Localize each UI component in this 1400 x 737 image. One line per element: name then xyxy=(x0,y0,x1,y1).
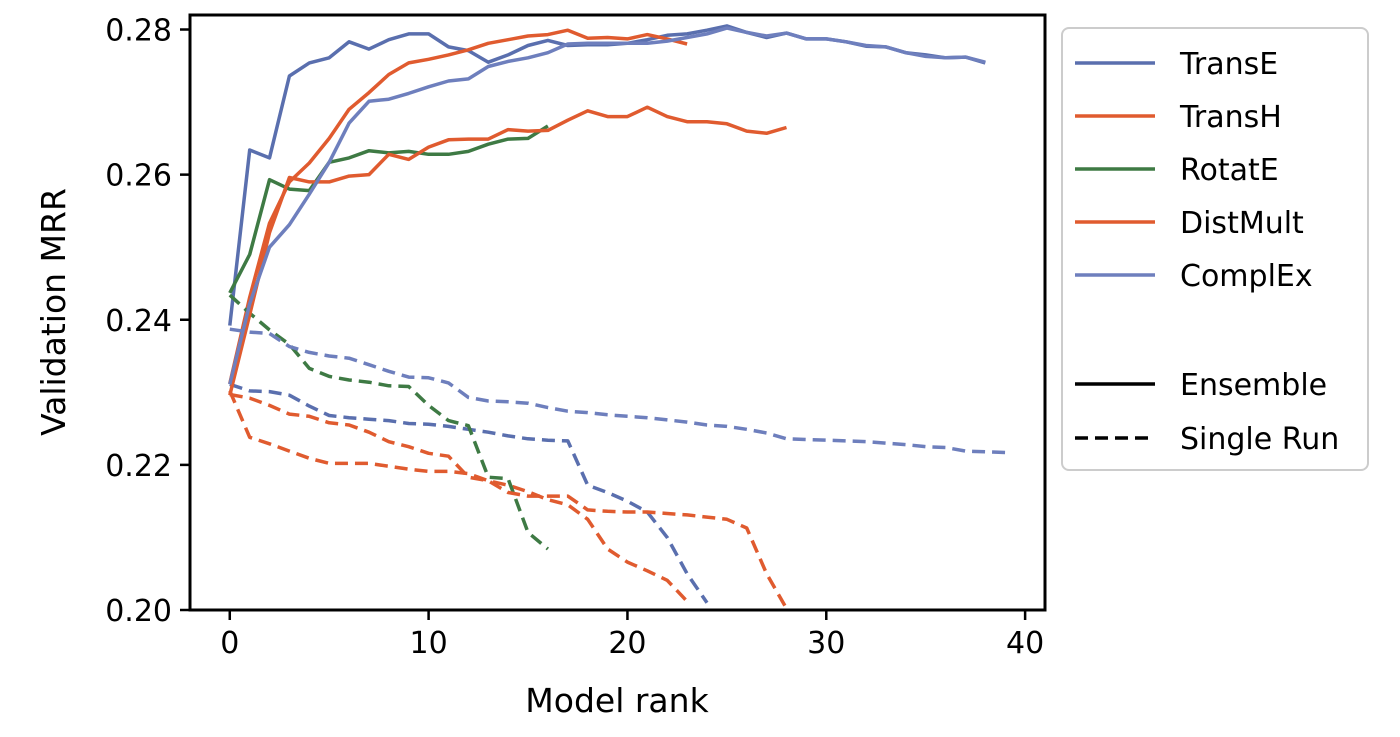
legend-label-complex: ComplEx xyxy=(1180,259,1313,294)
x-axis-title: Model rank xyxy=(525,681,709,720)
series-layer xyxy=(228,24,1006,610)
y-tick-label: 0.24 xyxy=(105,304,172,339)
y-tick-label: 0.20 xyxy=(105,594,172,629)
y-axis-title: Validation MRR xyxy=(34,188,73,436)
transe-ensemble-line xyxy=(228,24,986,326)
legend: TransE TransH RotatE DistMult ComplEx Ensembl… xyxy=(1061,27,1369,471)
y-tick-label: 0.22 xyxy=(105,449,172,484)
distmult-ensemble-line xyxy=(228,105,787,396)
transh-single-run-line xyxy=(228,390,689,603)
x-tick-label: 40 xyxy=(1006,626,1044,661)
legend-label-transe: TransE xyxy=(1179,47,1278,82)
complex-single-run-line xyxy=(229,327,1006,455)
complex-ensemble-line xyxy=(228,26,986,385)
transh-ensemble-line xyxy=(228,28,688,384)
y-axis-ticks: 0.20 0.22 0.24 0.26 0.28 xyxy=(105,14,190,629)
legend-entries: TransE TransH RotatE DistMult ComplEx Ensembl… xyxy=(1075,47,1339,457)
x-tick-label: 30 xyxy=(807,626,845,661)
x-tick-label: 20 xyxy=(608,626,646,661)
legend-label-transh: TransH xyxy=(1179,100,1282,135)
legend-label-distmult: DistMult xyxy=(1180,206,1304,241)
legend-label-ensemble: Ensemble xyxy=(1180,368,1327,403)
legend-label-single-run: Single Run xyxy=(1180,422,1339,457)
y-tick-label: 0.26 xyxy=(105,159,172,194)
x-axis-ticks: 0 10 20 30 40 xyxy=(220,610,1044,661)
x-tick-label: 0 xyxy=(220,626,239,661)
plot-frame xyxy=(188,13,1047,612)
x-tick-label: 10 xyxy=(410,626,448,661)
legend-frame xyxy=(1061,27,1369,471)
y-tick-label: 0.28 xyxy=(105,14,172,49)
legend-label-rotate: RotatE xyxy=(1180,153,1279,188)
rotate-single-run-line xyxy=(228,293,550,551)
distmult-single-run-line xyxy=(229,392,789,610)
